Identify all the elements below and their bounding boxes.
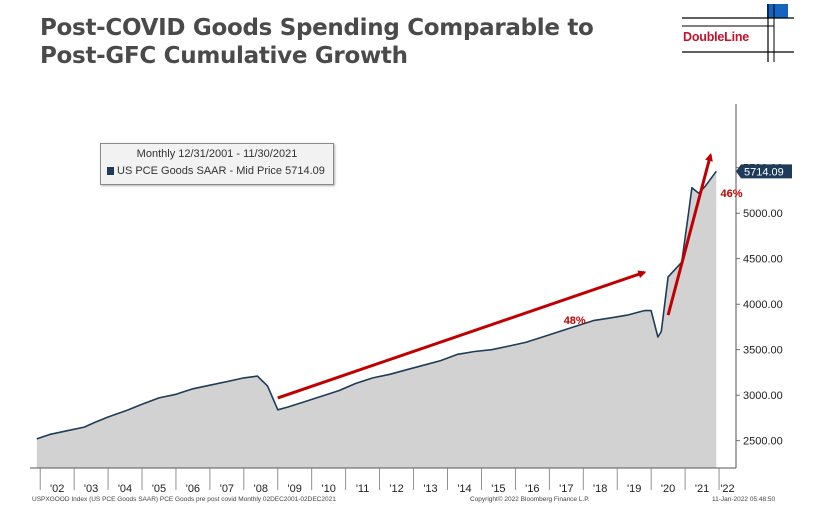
legend-swatch — [107, 167, 114, 175]
doubleline-logo — [682, 4, 794, 62]
y-tick-label: 4500.00 — [743, 254, 783, 266]
last-value-label: 5714.09 — [744, 166, 784, 178]
x-tick-label: '07 — [220, 483, 234, 495]
legend-series-label: US PCE Goods SAAR - Mid Price 5714.09 — [117, 165, 325, 177]
y-tick-label: 3000.00 — [743, 390, 783, 402]
x-tick-label: '17 — [559, 483, 573, 495]
x-tick-label: '12 — [389, 483, 403, 495]
growth-arrow — [277, 270, 647, 400]
legend-series: US PCE Goods SAAR - Mid Price 5714.09 — [107, 165, 325, 177]
y-tick-label: 5000.00 — [743, 208, 783, 220]
title-line-1: Post-COVID Goods Spending Comparable to — [40, 15, 594, 41]
x-tick-label: '08 — [254, 483, 268, 495]
doubleline-logo-text: DoubleLine — [683, 30, 750, 44]
x-tick-label: '14 — [457, 483, 471, 495]
growth-label: 46% — [721, 188, 743, 200]
y-tick-label: 4000.00 — [743, 299, 783, 311]
last-value-marker — [736, 164, 792, 179]
x-tick-label: '09 — [288, 483, 302, 495]
x-tick-label: '18 — [593, 483, 607, 495]
legend: Monthly 12/31/2001 - 11/30/2021 US PCE G… — [100, 143, 334, 185]
x-tick-label: '05 — [152, 483, 166, 495]
x-tick-label: '11 — [356, 483, 370, 495]
x-tick-label: '04 — [118, 483, 132, 495]
x-tick-label: '02 — [50, 483, 64, 495]
x-tick-label: '22 — [720, 483, 734, 495]
growth-arrow — [666, 153, 713, 316]
x-tick-label: '13 — [423, 483, 437, 495]
x-tick-label: '16 — [525, 483, 539, 495]
x-tick-label: '20 — [661, 483, 675, 495]
growth-label: 48% — [564, 315, 586, 327]
footer-timestamp: 11-Jan-2022 05:48:50 — [712, 496, 776, 503]
y-tick-label: 3500.00 — [743, 345, 783, 357]
x-tick-label: '21 — [695, 483, 709, 495]
footer-copyright: Copyright© 2022 Bloomberg Finance L.P. — [470, 496, 590, 503]
series-line — [36, 170, 717, 440]
x-tick-label: '10 — [322, 483, 336, 495]
legend-period: Monthly 12/31/2001 - 11/30/2021 — [136, 148, 298, 160]
x-tick-label: '03 — [84, 483, 98, 495]
x-tick-label: '15 — [491, 483, 505, 495]
x-tick-label: '06 — [186, 483, 200, 495]
footer-source: USPXGOOD Index (US PCE Goods SAAR) PCE G… — [32, 496, 336, 503]
y-tick-label: 2500.00 — [743, 436, 783, 448]
title-line-2: Post-GFC Cumulative Growth — [40, 43, 408, 69]
chart-title: Post-COVID Goods Spending Comparable to … — [40, 14, 600, 70]
series-area — [36, 171, 717, 469]
x-tick-label: '19 — [627, 483, 641, 495]
